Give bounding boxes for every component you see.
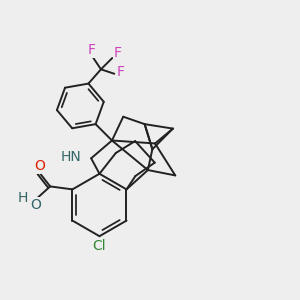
Text: HN: HN — [61, 150, 82, 164]
Text: O: O — [34, 159, 46, 173]
Text: Cl: Cl — [93, 239, 106, 253]
Text: H: H — [18, 191, 28, 205]
Text: F: F — [114, 46, 122, 60]
Text: F: F — [88, 43, 96, 57]
Text: O: O — [31, 198, 42, 212]
Text: F: F — [117, 65, 125, 79]
